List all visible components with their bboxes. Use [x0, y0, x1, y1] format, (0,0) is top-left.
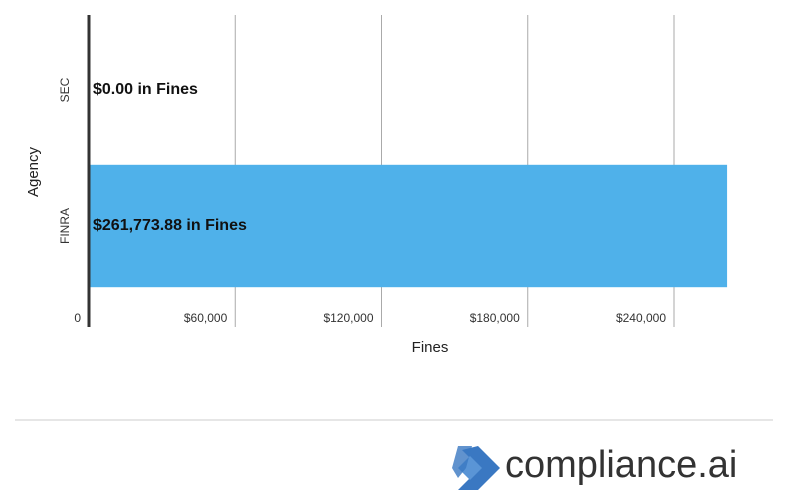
logo-text: compliance.ai: [505, 444, 737, 486]
y-tick-label: FINRA: [58, 208, 72, 244]
x-tick-label: $60,000: [184, 311, 228, 325]
value-label: $261,773.88 in Fines: [93, 217, 247, 234]
x-tick-label: $120,000: [323, 311, 373, 325]
y-axis-title: Agency: [25, 146, 42, 197]
y-tick-label: SEC: [58, 77, 72, 102]
x-tick-label: 0: [74, 311, 81, 325]
value-label: $0.00 in Fines: [93, 81, 198, 98]
x-tick-label: $180,000: [470, 311, 520, 325]
x-axis-title: Fines: [412, 339, 449, 356]
bar: [89, 164, 728, 288]
x-tick-label: $240,000: [616, 311, 666, 325]
logo-icon: [452, 446, 500, 490]
